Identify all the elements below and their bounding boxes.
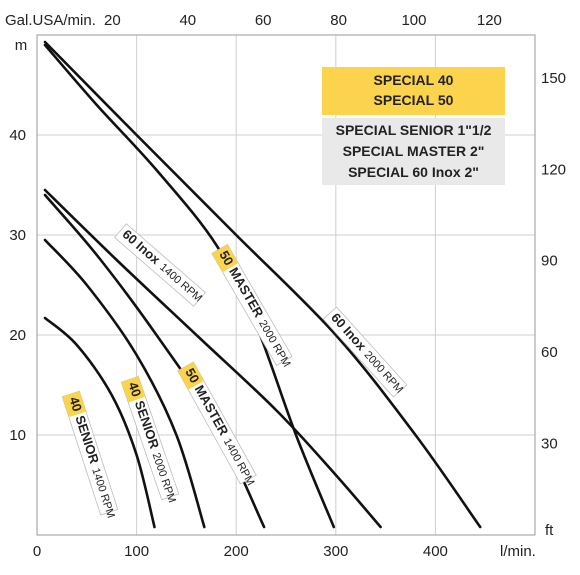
right-tick-label: 120 <box>541 161 566 178</box>
right-tick-label: 60 <box>541 344 558 361</box>
curve-label: 40SENIOR1400 RPM <box>61 390 119 520</box>
y-tick-label: 20 <box>9 327 26 344</box>
x-tick-label: 300 <box>323 543 348 560</box>
curve-60-inox-2000-rpm <box>43 40 482 529</box>
curve-label-box <box>322 306 408 398</box>
right-tick-label: 150 <box>541 70 566 87</box>
y-tick-label: 30 <box>9 227 26 244</box>
plot-border <box>36 34 536 536</box>
legend-item-highlight: SPECIAL 50 <box>374 92 454 108</box>
legend-highlight-box <box>322 67 505 115</box>
right-unit-label: ft <box>545 522 554 539</box>
axis-labels: 0 100 200 300 400 l/min. 10 20 30 40 m 20 40 60 80 100 1… <box>5 12 566 560</box>
curve-label-tag-highlight <box>211 244 239 273</box>
right-tick-label: 30 <box>541 436 558 453</box>
right-tick-label: 90 <box>541 253 558 270</box>
y-tick-label: 40 <box>9 127 26 144</box>
curve-label-tag-highlight <box>121 376 146 403</box>
curve-label-tag: 40 <box>66 395 85 413</box>
curve-label-box <box>211 243 293 366</box>
model-legend: SPECIAL 40 SPECIAL 50 SPECIAL SENIOR 1"1/2… <box>322 67 505 185</box>
curve-50-master-2000-rpm <box>43 43 336 529</box>
top-tick-label: 100 <box>401 12 426 29</box>
curve-label: 50MASTER1400 RPM <box>177 361 257 488</box>
top-unit-label: Gal.USA/min. <box>5 12 96 29</box>
x-tick-label: 200 <box>224 543 249 560</box>
curve-label-rpm: 1400 RPM <box>157 261 204 304</box>
legend-plain-box <box>322 118 505 185</box>
curve-label: 50MASTER2000 RPM <box>211 243 293 369</box>
top-tick-label: 60 <box>255 12 272 29</box>
curve-label-tag-highlight <box>62 391 87 418</box>
legend-item-highlight: SPECIAL 40 <box>374 72 454 88</box>
curve-label-box <box>113 223 207 307</box>
legend-item: SPECIAL SENIOR 1"1/2 <box>336 122 492 138</box>
top-tick-label: 40 <box>179 12 196 29</box>
top-tick-label: 120 <box>477 12 502 29</box>
curve-label: 40SENIOR2000 RPM <box>120 375 180 504</box>
top-tick-label: 20 <box>104 12 121 29</box>
top-tick-label: 80 <box>330 12 347 29</box>
curve-label-text: 60 Inox2000 RPM <box>328 310 407 396</box>
curve-60-inox-1400-rpm <box>43 188 382 529</box>
y-unit-label: m <box>15 37 28 54</box>
curve-label-box <box>120 375 180 501</box>
curve-label-text: 60 Inox1400 RPM <box>119 227 206 305</box>
legend-item: SPECIAL 60 Inox 2" <box>348 164 479 180</box>
x-unit-label: l/min. <box>500 543 536 560</box>
y-tick-label: 10 <box>9 427 26 444</box>
x-tick-label: 0 <box>33 543 41 560</box>
x-tick-label: 400 <box>423 543 448 560</box>
x-tick-label: 100 <box>124 543 149 560</box>
curve-40-senior-2000-rpm <box>43 238 206 529</box>
curve-label-tag: 50 <box>216 248 236 268</box>
curve-label-tag-highlight <box>177 362 204 390</box>
legend-item: SPECIAL MASTER 2" <box>343 143 485 159</box>
curve-label-tag: 40 <box>125 380 144 399</box>
plot-frame <box>36 34 536 536</box>
curve-label-tag: 50 <box>182 366 202 386</box>
curve-40-senior-1400-rpm <box>43 316 156 529</box>
